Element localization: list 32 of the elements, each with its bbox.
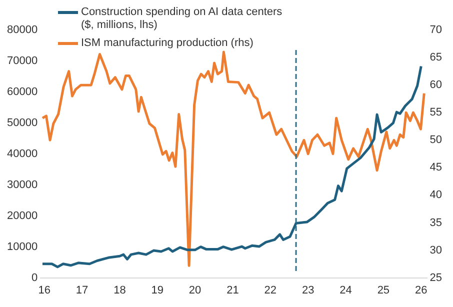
x-tick-label: 22 bbox=[264, 284, 277, 296]
y-tick-label: 50000 bbox=[6, 116, 38, 129]
x-tick-label: 24 bbox=[340, 284, 352, 296]
x-tick-label: 25 bbox=[377, 284, 390, 296]
y-tick-label: 60000 bbox=[6, 86, 38, 98]
y-tick-label: 10000 bbox=[6, 240, 38, 253]
y-tick-label: 80000 bbox=[6, 24, 38, 36]
y2-tick-label: 50 bbox=[430, 134, 442, 146]
x-tick-label: 16 bbox=[38, 284, 50, 296]
y2-tick-label: 30 bbox=[430, 244, 442, 256]
y-tick-label: 30000 bbox=[6, 178, 38, 191]
x-tick-label: 17 bbox=[76, 284, 88, 296]
y2-tick-label: 65 bbox=[430, 52, 442, 64]
y2-tick-label: 40 bbox=[430, 189, 442, 202]
y-tick-label: 40000 bbox=[6, 148, 38, 160]
y-tick-label: 0 bbox=[31, 272, 38, 284]
x-tick-label: 18 bbox=[114, 284, 126, 296]
x-tick-label: 21 bbox=[226, 284, 239, 296]
y-tick-label: 20000 bbox=[6, 210, 38, 222]
y2-tick-label: 60 bbox=[430, 79, 442, 92]
x-tick-label: 20 bbox=[188, 284, 202, 296]
y2-tick-label: 45 bbox=[430, 162, 442, 174]
x-tick-label: 19 bbox=[151, 284, 164, 296]
legend-label: Construction spending on AI data centers ($, millions, lhs) bbox=[81, 6, 284, 32]
y2-tick-label: 70 bbox=[430, 24, 442, 36]
y-tick-label: 70000 bbox=[6, 55, 38, 68]
y2-tick-label: 55 bbox=[430, 106, 442, 119]
x-tick-label: 23 bbox=[302, 284, 314, 296]
y2-tick-label: 35 bbox=[430, 216, 442, 229]
x-tick-label: 26 bbox=[414, 284, 428, 296]
legend-label: ISM manufacturing production (rhs) bbox=[81, 37, 254, 50]
y2-tick-label: 25 bbox=[430, 272, 442, 284]
